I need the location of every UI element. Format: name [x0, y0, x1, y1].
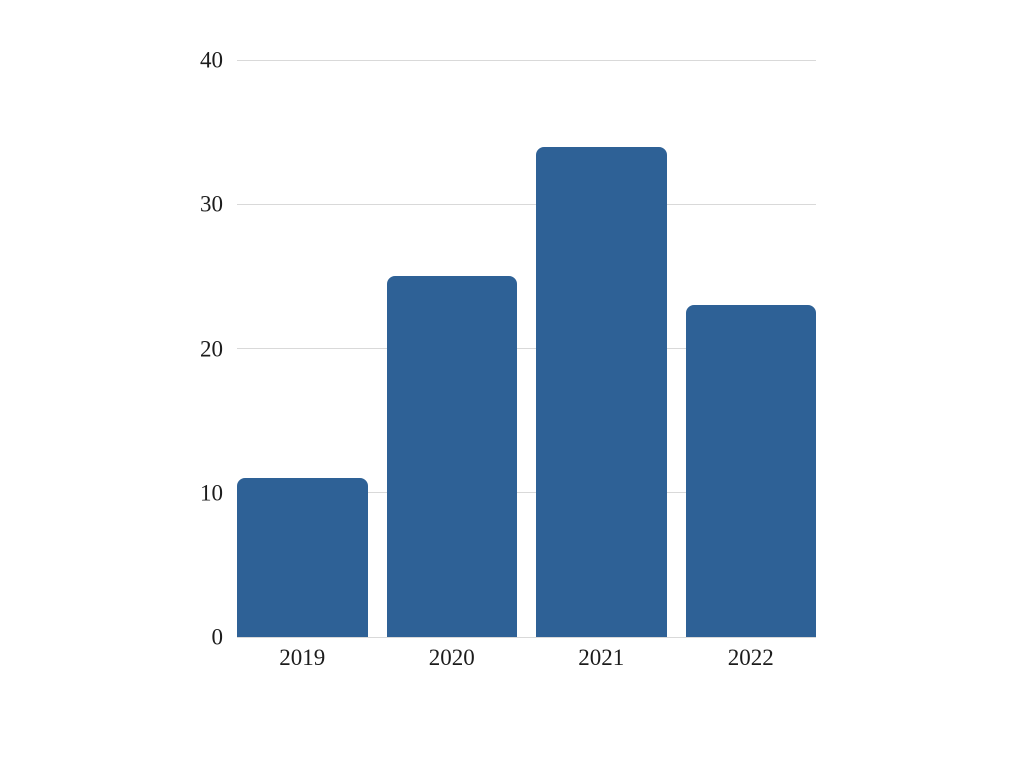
bar-2022 [685, 305, 816, 637]
x-tick-label-2019: 2019 [279, 645, 326, 670]
gridline-y-40 [237, 59, 816, 61]
y-tick-label-30: 30 [200, 191, 223, 217]
x-tick-label-2021: 2021 [578, 645, 625, 670]
gridline-y-10 [237, 492, 816, 494]
bar-2021 [536, 146, 667, 637]
gridline-y-20 [237, 348, 816, 349]
x-tick-label-2022: 2022 [727, 645, 774, 670]
bar-2019 [237, 478, 368, 637]
bar-2020 [386, 276, 517, 637]
gridline-y-0 [237, 636, 816, 638]
y-tick-label-20: 20 [200, 336, 223, 361]
y-tick-label-10: 10 [200, 480, 223, 506]
x-tick-label-2020: 2020 [428, 645, 475, 670]
gridline-y-30 [237, 203, 816, 205]
plot-area [237, 59, 816, 638]
y-tick-label-0: 0 [211, 624, 224, 650]
y-tick-label-40: 40 [200, 47, 223, 73]
